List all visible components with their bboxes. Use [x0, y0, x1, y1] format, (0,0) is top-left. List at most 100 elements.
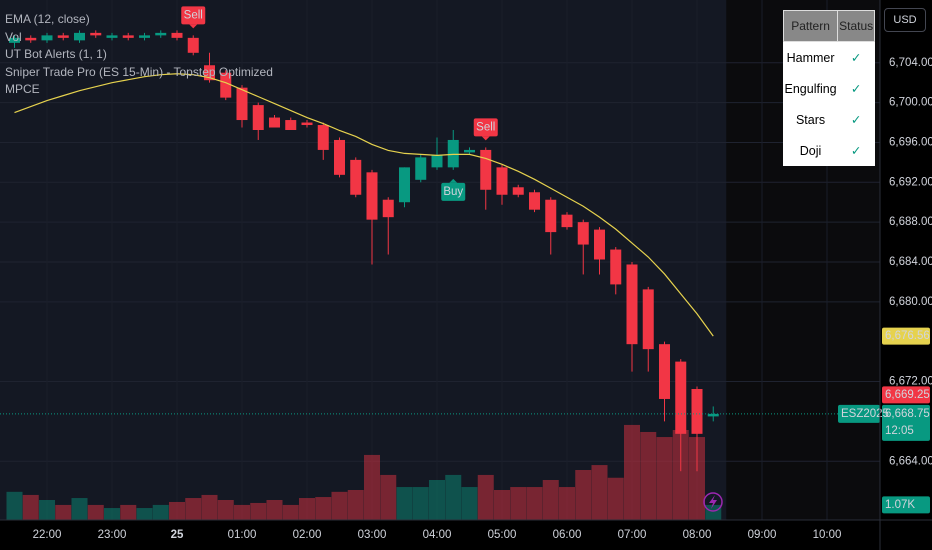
symbol-tag: ESZ2025	[841, 408, 889, 420]
candle-body	[415, 157, 427, 180]
candle-body	[691, 389, 703, 434]
volume-bar	[282, 504, 299, 520]
volume-bar	[526, 487, 543, 520]
indicator-legend: EMA (12, close) Vol UT Bot Alerts (1, 1) Sn…	[5, 11, 273, 99]
signal-label: Sell	[476, 121, 495, 133]
candle-body	[317, 125, 329, 150]
candle-body	[480, 149, 492, 190]
candle-body	[642, 289, 654, 350]
candle-body	[122, 35, 134, 38]
candle-body	[366, 172, 378, 220]
table-row: Engulfing ✓	[784, 73, 875, 104]
indicator-name: Vol	[5, 29, 22, 44]
volume-bar	[412, 487, 429, 520]
table-row: Doji ✓	[784, 135, 875, 166]
candle-body	[675, 361, 687, 434]
y-tick-label: 6,688.00	[889, 216, 932, 228]
table-row: Stars ✓	[784, 104, 875, 135]
signal-pointer	[449, 178, 458, 183]
volume-bar	[234, 504, 250, 520]
volume-bar	[185, 498, 202, 520]
y-tick-label: 6,700.00	[889, 97, 932, 109]
pattern-name: Doji	[799, 143, 822, 158]
symbol-tag-bg	[838, 404, 880, 423]
x-tick-label: 10:00	[813, 529, 842, 541]
volume-bar	[656, 437, 673, 520]
volume-bar	[640, 431, 657, 520]
candle-body	[106, 35, 118, 38]
volume-bar	[169, 501, 185, 520]
price-tag-bg	[882, 386, 930, 404]
volume-bar	[152, 504, 169, 520]
signal-box	[181, 6, 206, 25]
x-tick-label: 02:00	[293, 529, 322, 541]
pattern-status: ✓	[850, 51, 862, 65]
alert-icon[interactable]	[703, 492, 723, 512]
candle-body	[236, 87, 248, 121]
volume-bar	[705, 504, 722, 520]
pattern-status: ✓	[850, 113, 862, 127]
signal-label: Buy	[443, 186, 463, 198]
signal-pointer	[481, 136, 490, 141]
candle-body	[594, 229, 605, 260]
volume-bar	[201, 494, 218, 520]
volume-bar	[299, 498, 315, 520]
candle-body	[41, 35, 53, 41]
volume-bar	[347, 490, 364, 520]
candle-body	[252, 105, 264, 130]
volume-bar	[22, 494, 39, 520]
candle-body	[57, 35, 69, 38]
candle-body	[285, 120, 297, 130]
x-tick-label: 01:00	[228, 529, 257, 541]
volume-bar	[6, 491, 23, 520]
volume-tag-bg	[882, 496, 930, 514]
candle-body	[431, 154, 443, 168]
volume-bar	[575, 470, 592, 520]
volume-bar	[607, 477, 624, 520]
pattern-table: Pattern Status Hammer ✓ Engulfing ✓ Stars ✓ Do…	[782, 10, 876, 166]
candle-body	[204, 65, 215, 81]
pattern-name: Stars	[795, 112, 826, 127]
volume-bar	[494, 490, 510, 520]
volume-bar	[396, 487, 413, 520]
x-tick-label: 07:00	[618, 529, 647, 541]
volume-bar	[429, 480, 445, 520]
candle-body	[74, 32, 85, 41]
candle-body	[350, 159, 362, 195]
candle-body	[512, 187, 524, 195]
x-tick-label: 22:00	[33, 529, 62, 541]
volume-bar	[477, 474, 494, 520]
candle-body	[626, 264, 638, 345]
volume-bar	[120, 504, 137, 520]
indicator-name: EMA (12, close)	[5, 12, 90, 26]
volume-tag: 1.07K	[885, 499, 915, 511]
indicator-name: UT Bot Alerts (1, 1)	[5, 47, 107, 61]
candle-body	[139, 35, 150, 38]
signal-box	[473, 118, 498, 137]
candle-body	[577, 222, 589, 245]
y-tick-label: 6,664.00	[889, 455, 932, 467]
x-tick-label: 05:00	[488, 529, 517, 541]
candle-body	[561, 214, 573, 228]
ema-tag-bg	[882, 327, 930, 345]
price-tag: 6,669.25	[885, 389, 930, 401]
candle-body	[9, 37, 20, 43]
y-tick-label: 6,672.00	[889, 376, 932, 388]
volume-bar	[591, 465, 608, 520]
pattern-status: ✓	[850, 82, 862, 96]
volume-bar	[266, 500, 283, 520]
candle-body	[399, 167, 410, 203]
volume-bar	[87, 504, 104, 520]
currency-button[interactable]: USD	[884, 8, 926, 32]
header-cell: Pattern	[782, 10, 839, 42]
volume-bar	[136, 508, 153, 520]
candle-body	[610, 249, 622, 285]
x-tick-label: 03:00	[358, 529, 387, 541]
candle-body	[334, 139, 345, 175]
candle-body	[382, 199, 394, 218]
signal-box	[441, 182, 466, 201]
candle-body	[269, 117, 280, 128]
volume-bar	[689, 437, 705, 520]
volume-bar	[445, 474, 462, 520]
